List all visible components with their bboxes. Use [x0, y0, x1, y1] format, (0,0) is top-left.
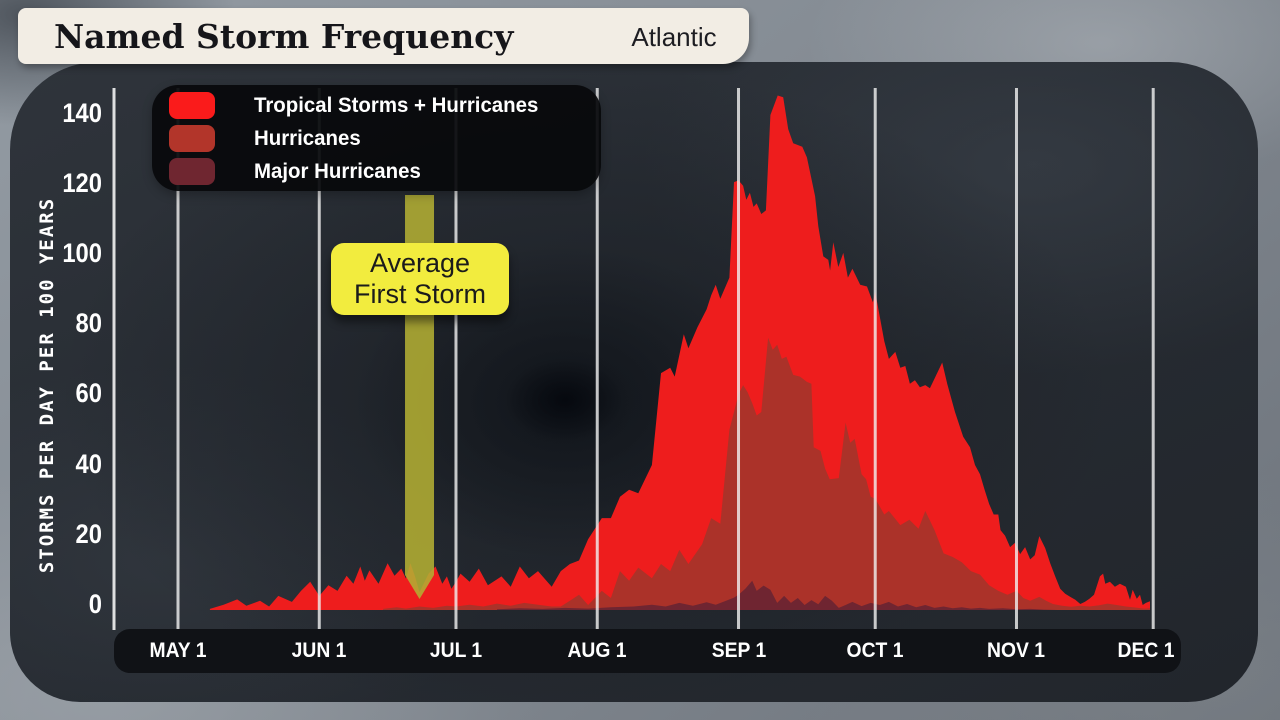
x-tick-label: NOV 1: [987, 639, 1046, 662]
y-tick-label: 100: [62, 238, 102, 268]
region-label: Atlantic: [631, 22, 717, 52]
callout-line-2: First Storm: [354, 279, 486, 309]
x-tick-label: SEP 1: [711, 639, 766, 662]
x-tick-label: OCT 1: [846, 639, 904, 662]
y-tick-label: 0: [88, 589, 102, 619]
legend-label: Hurricanes: [254, 125, 361, 150]
y-tick-label: 20: [75, 518, 102, 549]
x-tick-label: JUN 1: [291, 639, 347, 662]
y-tick-label: 140: [62, 97, 102, 128]
x-axis-bar: [114, 629, 1181, 673]
y-tick-label: 60: [75, 378, 102, 409]
y-tick-label: 40: [75, 448, 102, 479]
x-tick-label: DEC 1: [1117, 639, 1175, 662]
callout-line-1: Average: [369, 248, 471, 278]
legend-swatch-hurricanes: [169, 124, 215, 152]
average-first-storm-callout: Average First Storm: [331, 243, 509, 315]
legend-swatch-tropical-storms: [169, 91, 215, 119]
page-title: Named Storm Frequency: [54, 17, 514, 56]
area-hurricanes: [383, 337, 1151, 610]
y-tick-label: 120: [62, 167, 102, 198]
legend-row-tropical-storms: Tropical Storms + Hurricanes: [152, 91, 601, 119]
legend-swatch-major-hurricanes: [169, 157, 215, 185]
area-major-hurricanes: [497, 580, 1150, 610]
area-total-storms: [209, 95, 1150, 610]
chart-legend: Tropical Storms + Hurricanes Hurricanes …: [152, 85, 601, 191]
x-tick-label: JUL 1: [429, 639, 483, 662]
legend-label: Tropical Storms + Hurricanes: [254, 92, 539, 117]
legend-label: Major Hurricanes: [254, 158, 421, 183]
y-tick-label: 80: [75, 308, 102, 339]
x-tick-label: MAY 1: [149, 639, 207, 662]
legend-row-hurricanes: Hurricanes: [152, 124, 601, 152]
title-card: Named Storm Frequency Atlantic: [18, 8, 749, 64]
legend-row-major-hurricanes: Major Hurricanes: [152, 157, 601, 185]
x-tick-label: AUG 1: [567, 639, 627, 662]
